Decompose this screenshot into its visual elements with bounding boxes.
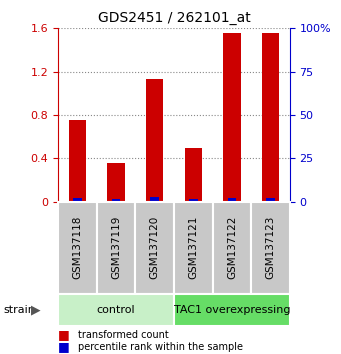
Bar (212, 202, 251, 294)
Bar (227, 198, 236, 202)
Bar (184, 148, 202, 202)
Text: GSM137118: GSM137118 (72, 216, 82, 280)
Text: strain: strain (3, 305, 35, 315)
Bar (174, 202, 212, 294)
Text: control: control (97, 305, 135, 315)
Text: GSM137123: GSM137123 (266, 216, 276, 280)
Text: TAC1 overexpressing: TAC1 overexpressing (174, 305, 290, 315)
Bar (251, 202, 290, 294)
Bar (97, 202, 135, 294)
Text: GSM137119: GSM137119 (111, 216, 121, 280)
Text: ■: ■ (58, 341, 70, 353)
Text: GSM137120: GSM137120 (150, 216, 160, 279)
Text: percentile rank within the sample: percentile rank within the sample (78, 342, 243, 352)
Text: GSM137122: GSM137122 (227, 216, 237, 280)
Bar (69, 120, 86, 202)
Bar (58, 202, 97, 294)
Title: GDS2451 / 262101_at: GDS2451 / 262101_at (98, 11, 250, 24)
Bar (150, 198, 159, 202)
Bar (189, 199, 197, 202)
Bar (58, 294, 174, 326)
Bar (266, 198, 275, 202)
Text: ▶: ▶ (31, 303, 41, 316)
Bar (146, 79, 163, 202)
Text: transformed count: transformed count (78, 330, 169, 339)
Bar (135, 202, 174, 294)
Bar (112, 199, 120, 202)
Text: GSM137121: GSM137121 (188, 216, 198, 280)
Bar (174, 294, 290, 326)
Bar (223, 33, 241, 202)
Text: ■: ■ (58, 328, 70, 341)
Bar (107, 163, 125, 202)
Bar (262, 33, 279, 202)
Bar (73, 198, 81, 202)
